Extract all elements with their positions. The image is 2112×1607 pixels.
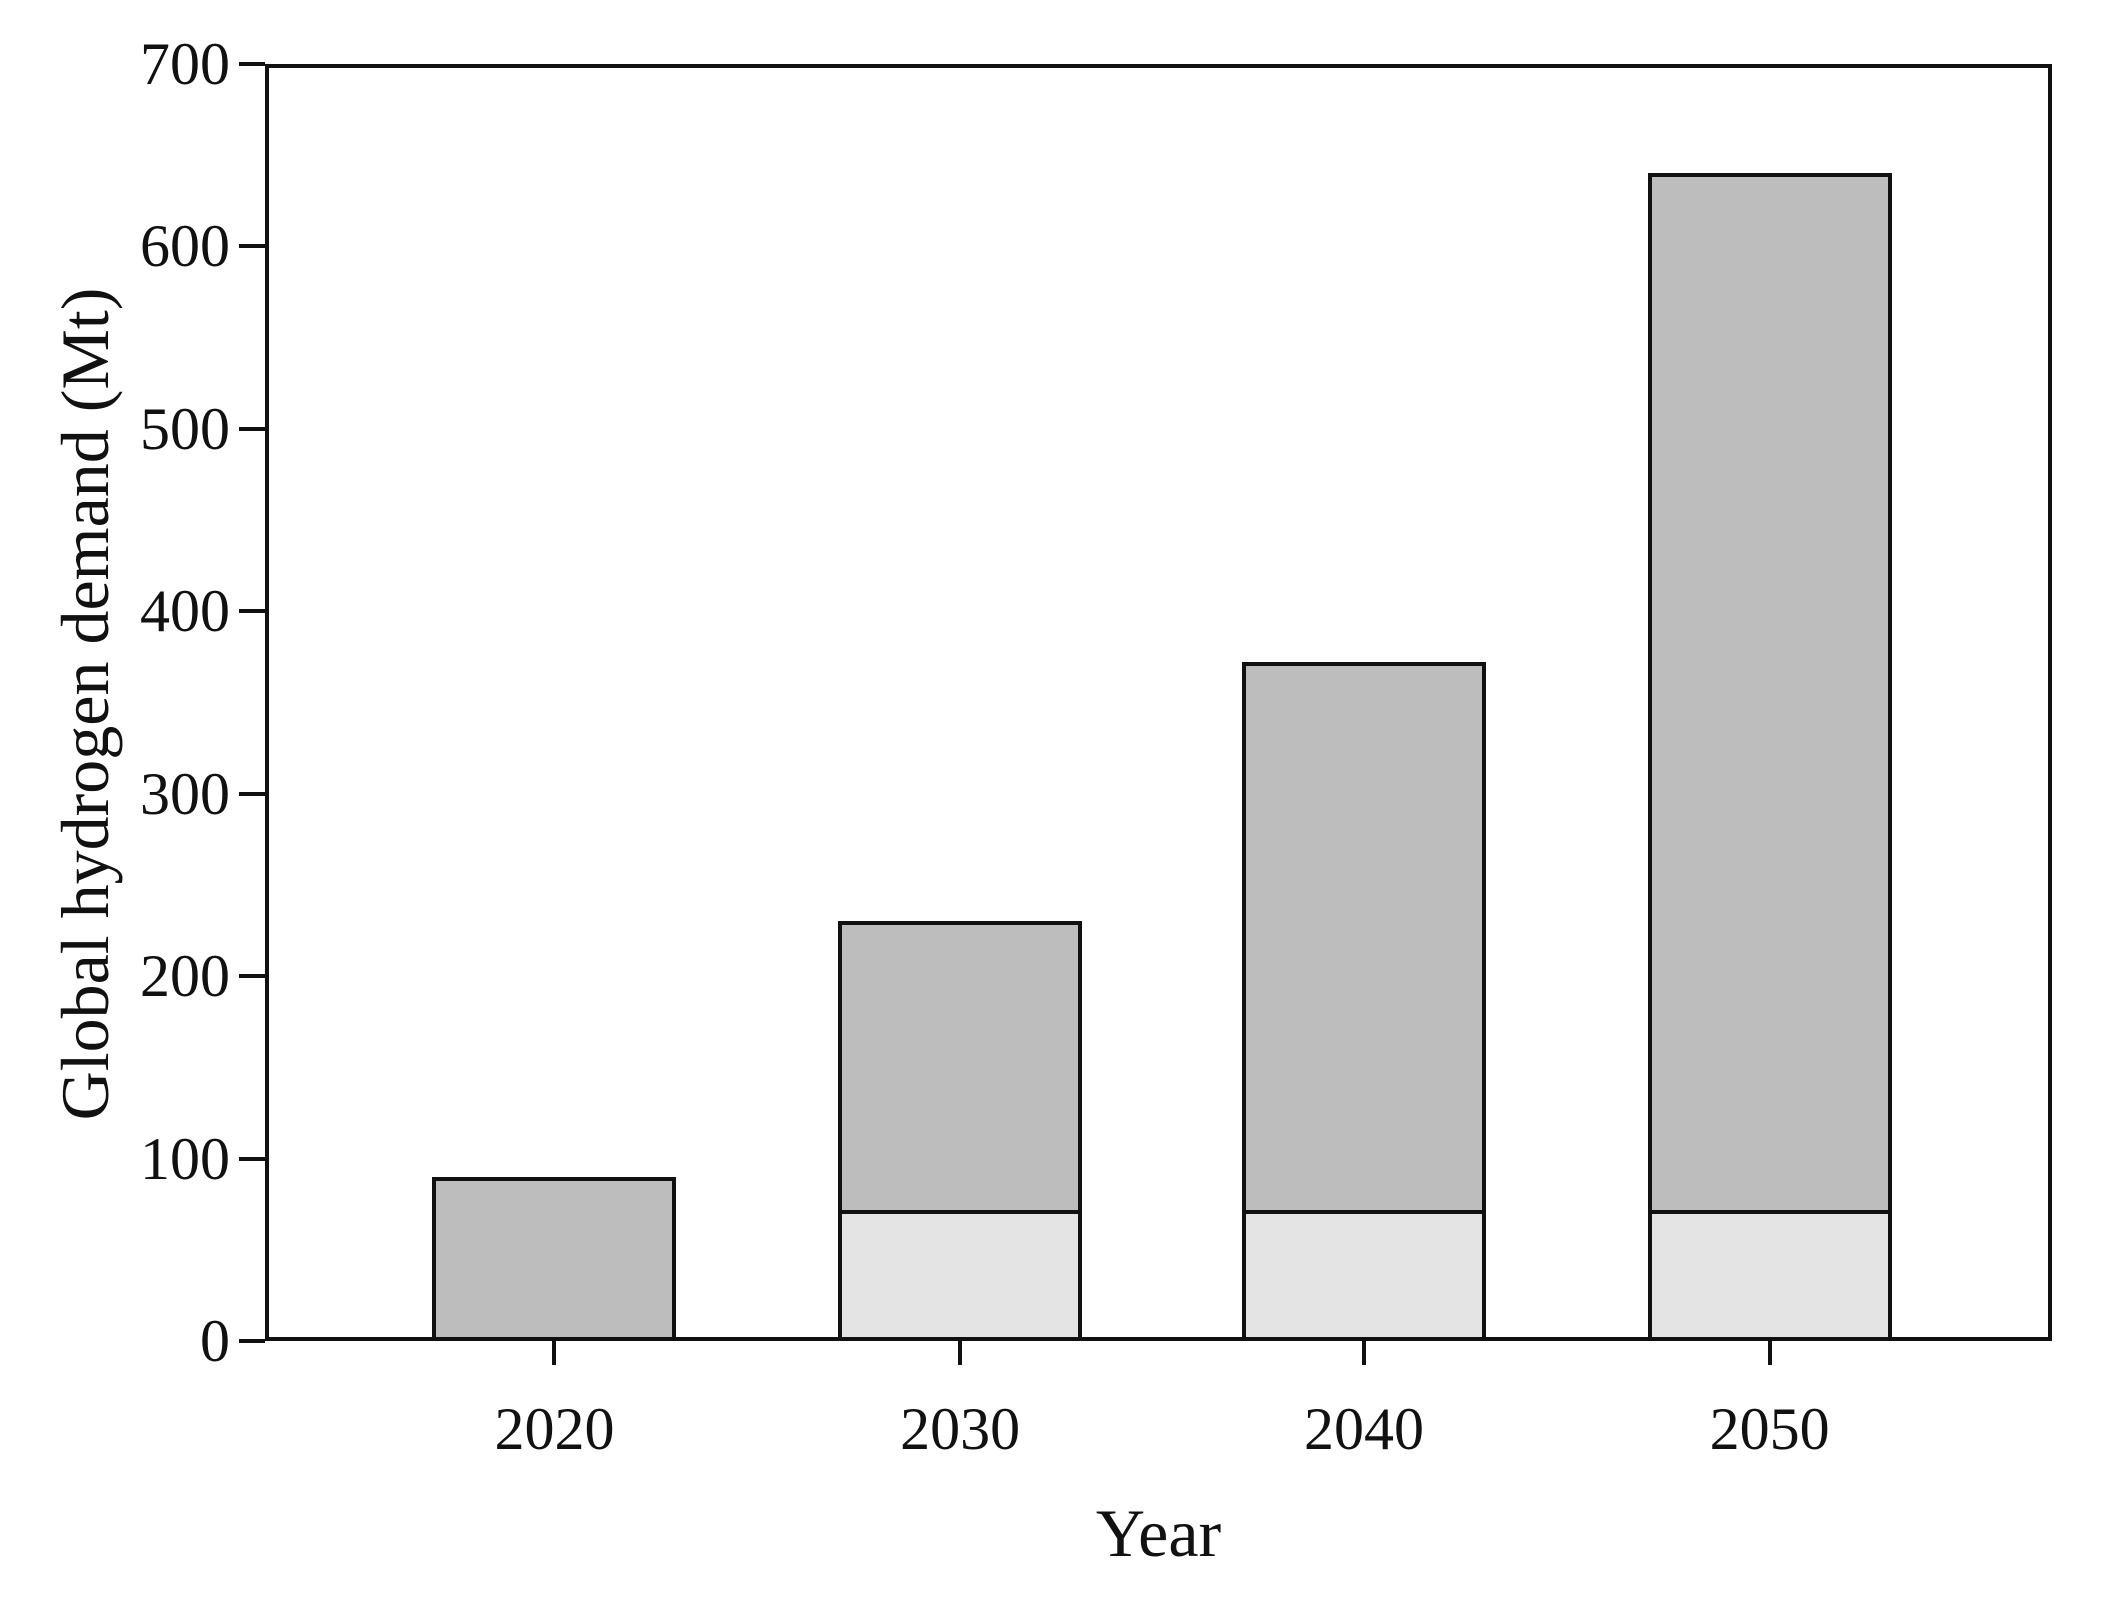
y-axis-tick-label-500: 500: [140, 395, 230, 462]
y-axis-tick-100: [239, 1156, 265, 1161]
bar-2040: [1242, 662, 1486, 1341]
bar-2030: [838, 921, 1083, 1341]
x-axis-tick-2040: [1362, 1341, 1366, 1365]
y-axis-tick-400: [239, 609, 265, 614]
bar-2040-lower-segment: [1246, 1209, 1482, 1337]
y-axis-tick-0: [239, 1339, 265, 1343]
bar-2020: [432, 1176, 677, 1341]
y-axis-tick-label-100: 100: [140, 1125, 230, 1192]
x-axis-tick-label-2040: 2040: [1304, 1396, 1424, 1462]
x-axis-tick-2030: [958, 1341, 963, 1365]
x-axis-tick-label-2030: 2030: [900, 1396, 1021, 1462]
y-axis-tick-700: [239, 62, 265, 66]
bar-2050-lower-segment: [1651, 1209, 1888, 1337]
x-axis-tick-2020: [552, 1341, 557, 1365]
y-axis-tick-label-400: 400: [140, 578, 230, 645]
y-axis-tick-label-700: 700: [140, 31, 230, 97]
x-axis-tick-2050: [1767, 1341, 1772, 1365]
y-axis-tick-300: [239, 791, 265, 796]
y-axis-tick-label-200: 200: [140, 943, 230, 1010]
x-axis-tick-label-2020: 2020: [494, 1396, 615, 1462]
x-axis-title: Year: [1095, 1495, 1222, 1571]
y-axis-tick-600: [239, 244, 265, 249]
y-axis-tick-500: [239, 426, 265, 431]
y-axis-tick-200: [239, 974, 265, 979]
y-axis-tick-label-600: 600: [140, 213, 230, 280]
y-axis-tick-label-0: 0: [200, 1308, 230, 1374]
y-axis-tick-label-300: 300: [140, 760, 230, 827]
bar-2050: [1647, 173, 1892, 1341]
x-axis-tick-label-2050: 2050: [1709, 1396, 1830, 1462]
bar-2030-lower-segment: [842, 1209, 1079, 1337]
